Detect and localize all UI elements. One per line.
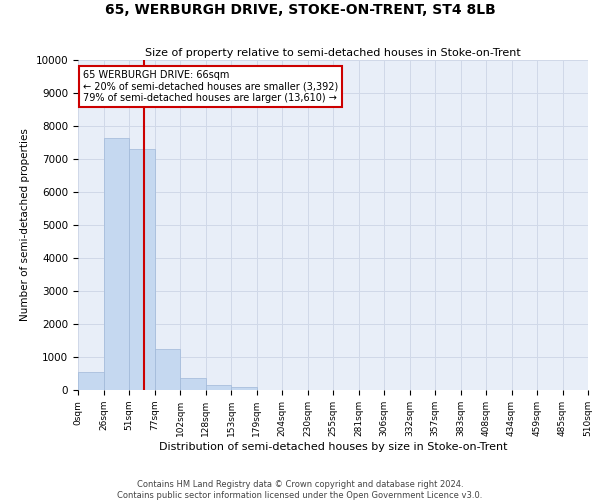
Bar (104, 138, 129, 390)
Bar (231, 388, 257, 390)
Title: Size of property relative to semi-detached houses in Stoke-on-Trent: Size of property relative to semi-detach… (145, 48, 521, 58)
Text: 65, WERBURGH DRIVE, STOKE-ON-TRENT, ST4 8LB: 65, WERBURGH DRIVE, STOKE-ON-TRENT, ST4 … (104, 2, 496, 16)
Bar (129, 149, 155, 390)
Bar (155, 349, 180, 390)
Bar (78, 372, 104, 390)
Bar (180, 378, 205, 390)
Text: 65 WERBURGH DRIVE: 66sqm
← 20% of semi-detached houses are smaller (3,392)
79% o: 65 WERBURGH DRIVE: 66sqm ← 20% of semi-d… (83, 70, 338, 103)
X-axis label: Distribution of semi-detached houses by size in Stoke-on-Trent: Distribution of semi-detached houses by … (159, 442, 507, 452)
Bar (205, 385, 231, 390)
Text: Contains HM Land Registry data © Crown copyright and database right 2024.
Contai: Contains HM Land Registry data © Crown c… (118, 480, 482, 500)
Y-axis label: Number of semi-detached properties: Number of semi-detached properties (20, 128, 30, 322)
